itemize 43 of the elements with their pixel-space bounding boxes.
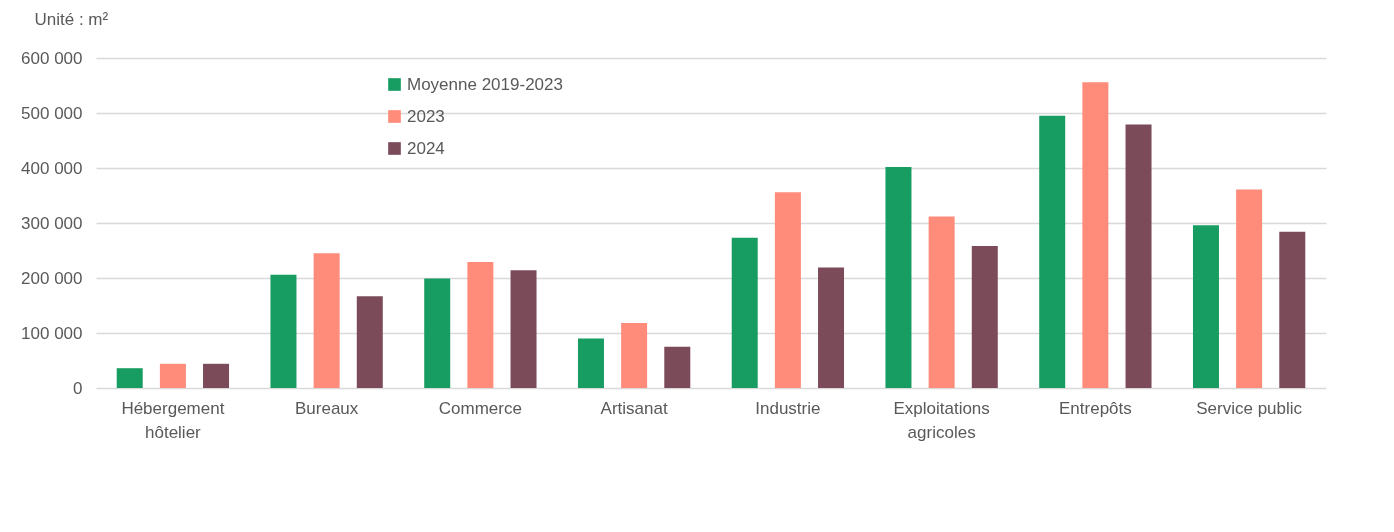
bar <box>203 363 230 388</box>
x-tick-label: Commerce <box>438 398 522 418</box>
bar <box>774 192 801 388</box>
bar <box>356 296 383 388</box>
bar <box>664 346 691 388</box>
bar <box>424 278 451 388</box>
x-tick-label: Artisanat <box>600 398 668 418</box>
bar <box>577 338 604 388</box>
bar <box>159 363 186 388</box>
bar <box>467 262 494 388</box>
x-tick-label: Industrie <box>755 398 821 418</box>
y-tick-label: 600 000 <box>21 48 83 68</box>
y-axis-title: Unité : m² <box>34 9 109 29</box>
bar <box>1236 189 1263 388</box>
x-tick-label: Exploitations agricoles <box>893 398 990 442</box>
x-tick-label: Bureaux <box>294 398 359 418</box>
y-tick-label: 300 000 <box>21 213 83 233</box>
bar <box>1125 124 1152 388</box>
bar <box>971 246 998 388</box>
legend-label: 2024 <box>407 138 445 158</box>
bar <box>313 253 340 388</box>
bar <box>885 166 912 388</box>
legend-label: 2023 <box>407 106 445 126</box>
bar <box>1192 225 1219 388</box>
y-tick-label: 0 <box>73 378 83 398</box>
y-tick-label: 400 000 <box>21 158 83 178</box>
bar <box>621 323 648 388</box>
bar <box>818 267 845 388</box>
bar <box>270 274 297 388</box>
x-tick-label: Service public <box>1196 398 1303 418</box>
bar <box>1279 231 1306 388</box>
bar <box>116 368 143 388</box>
bar <box>928 216 955 388</box>
bar <box>731 237 758 388</box>
y-tick-label: 200 000 <box>21 268 83 288</box>
bar <box>1039 115 1066 388</box>
legend-label: Moyenne 2019-2023 <box>407 74 563 94</box>
y-tick-label: 500 000 <box>21 103 83 123</box>
x-tick-label: Entrepôts <box>1058 398 1132 418</box>
bar <box>1082 82 1109 388</box>
y-tick-label: 100 000 <box>21 323 83 343</box>
bar <box>510 270 537 388</box>
x-tick-label: Hébergement hôtelier <box>121 398 225 442</box>
